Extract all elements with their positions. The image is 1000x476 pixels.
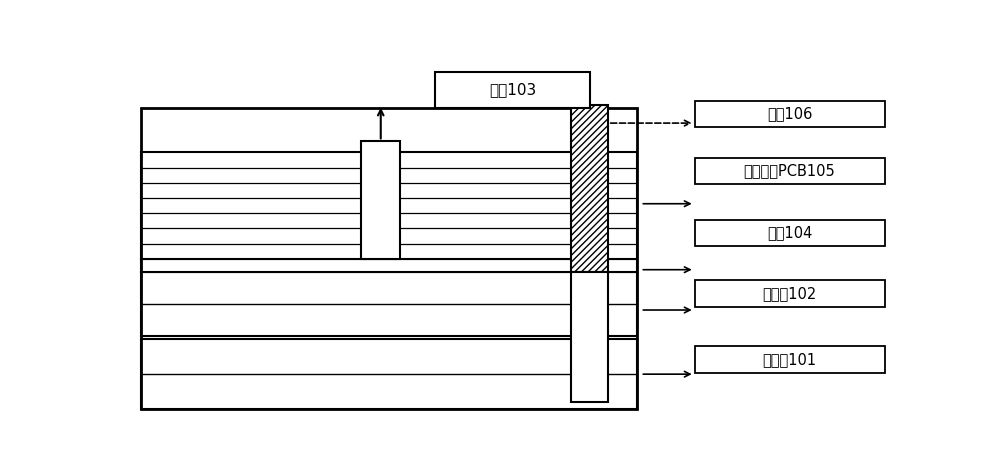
Bar xyxy=(140,259,637,271)
Text: 鐵刀106: 鐵刀106 xyxy=(767,107,812,121)
Bar xyxy=(695,158,885,184)
Bar xyxy=(435,72,590,109)
Text: 电木板102: 电木板102 xyxy=(762,286,817,301)
Bar xyxy=(695,220,885,246)
Text: 垫板104: 垫板104 xyxy=(767,226,812,240)
Bar xyxy=(571,105,608,271)
Bar xyxy=(140,109,637,409)
Text: 待盲麓的PCB105: 待盲麓的PCB105 xyxy=(744,163,835,178)
Bar xyxy=(140,271,637,336)
Bar xyxy=(571,271,608,402)
Bar xyxy=(695,347,885,373)
Text: 机台面101: 机台面101 xyxy=(763,352,817,367)
Bar xyxy=(695,280,885,307)
Text: 销钉103: 销钉103 xyxy=(489,83,536,98)
Bar xyxy=(361,141,400,259)
Bar xyxy=(695,101,885,127)
Bar xyxy=(140,339,637,409)
Bar xyxy=(140,152,637,259)
